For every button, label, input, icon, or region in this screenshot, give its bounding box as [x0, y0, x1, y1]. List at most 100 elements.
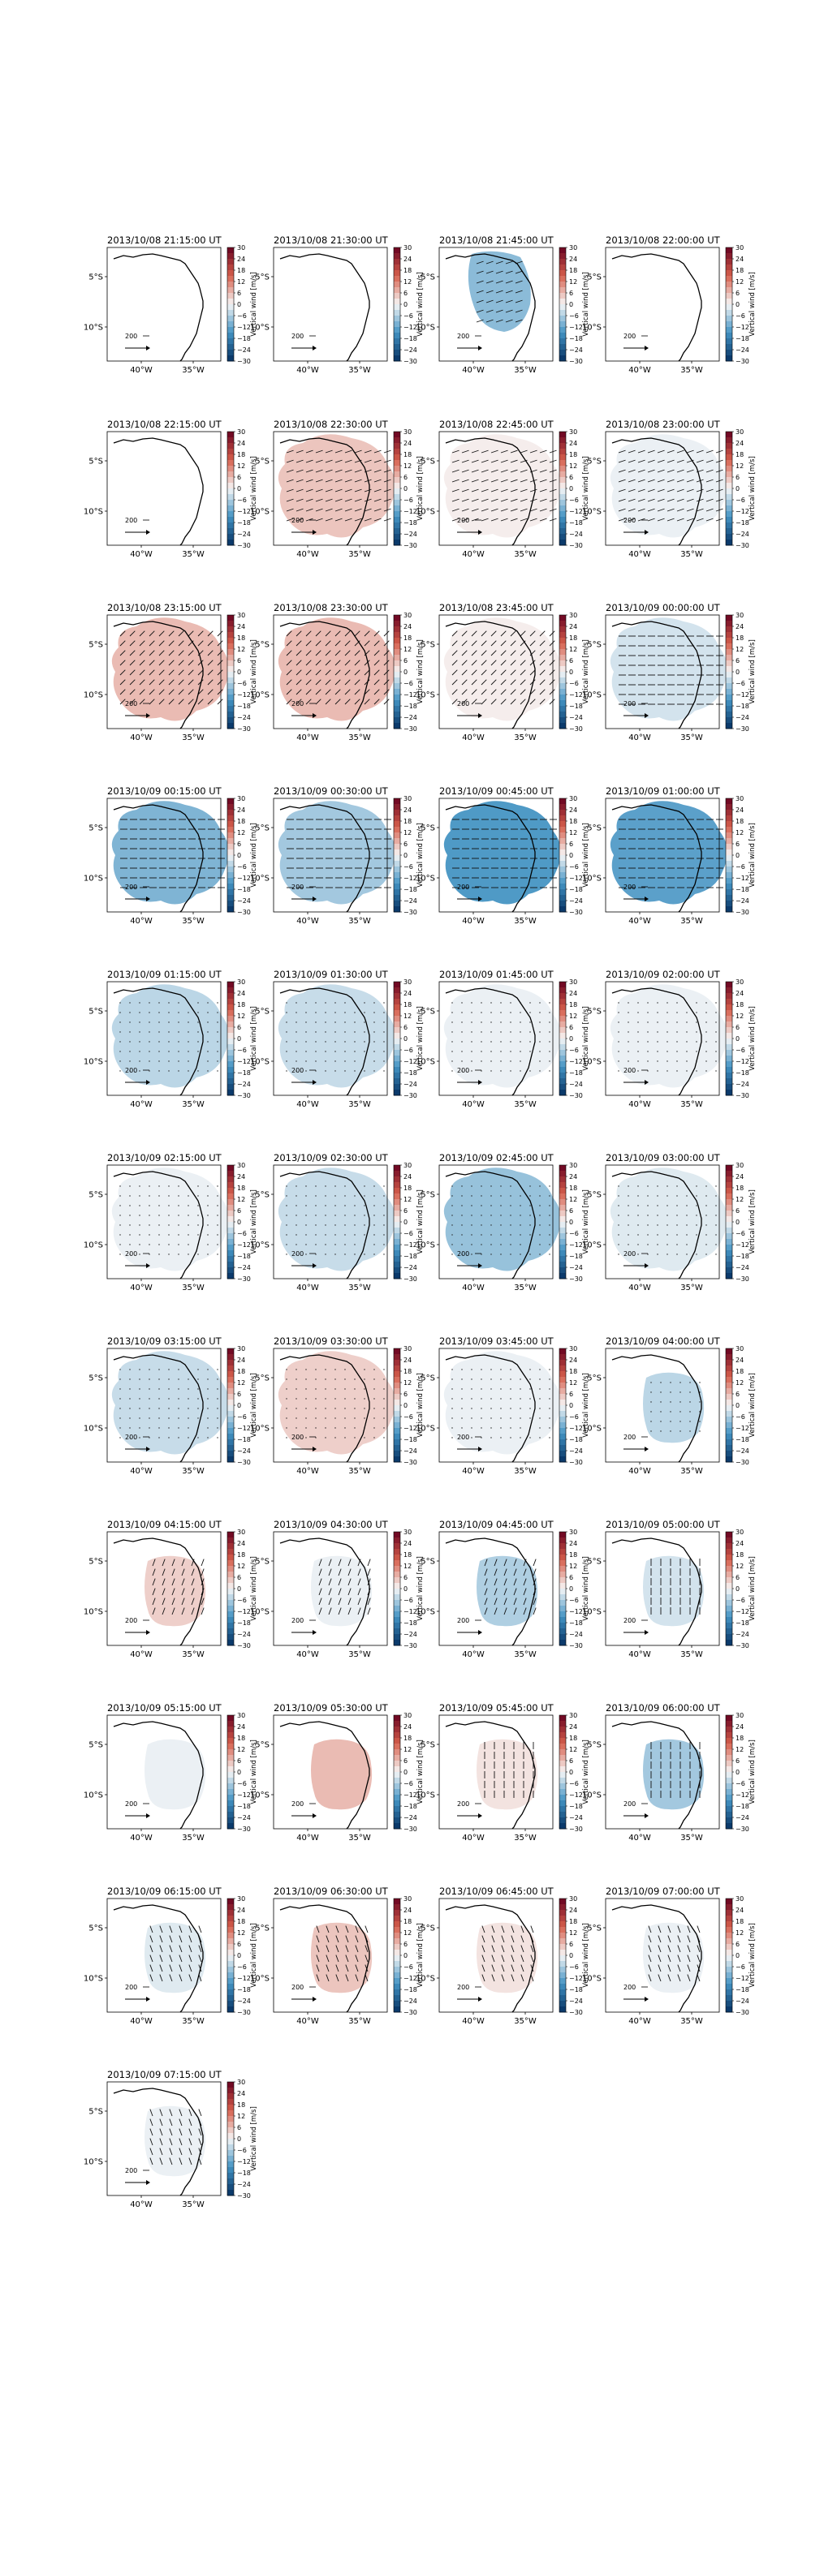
- wind-vector: [318, 1559, 322, 1567]
- y-tick-label: 10°S: [84, 1975, 103, 1984]
- wind-vector: [316, 1925, 320, 1933]
- colorbar-tick-label: 30: [403, 244, 412, 252]
- colorbar-segment: [559, 1021, 566, 1028]
- wind-vector: [316, 1935, 320, 1943]
- colorbar-tick-label: 30: [736, 244, 744, 252]
- colorbar-tick-label: 6: [736, 1941, 740, 1948]
- wind-vector: [325, 1388, 326, 1390]
- wind-vector: [529, 1031, 531, 1033]
- colorbar-tick-label: −6: [736, 1963, 745, 1971]
- wind-vector: [510, 689, 516, 695]
- wind-vector: [119, 660, 126, 666]
- colorbar-segment: [559, 1950, 566, 1956]
- colorbar-segment: [559, 500, 566, 506]
- colorbar-segment: [726, 1916, 732, 1922]
- x-tick-label: 35°W: [182, 733, 205, 742]
- plot-area: 5°S10°S40°W 35°W2003024181260−6−12−18−24−…: [250, 428, 425, 559]
- plot-area: 5°S10°S40°W 35°W2003024181260−6−12−18−24−…: [416, 1529, 590, 1659]
- wind-vector: [158, 1437, 160, 1439]
- wind-vector: [168, 1205, 170, 1206]
- wind-vector: [197, 669, 204, 676]
- wind-vector: [549, 1012, 550, 1013]
- map-svg: 5°S10°S40°W 35°W2003024181260−6−12−18−24−…: [416, 1345, 590, 1476]
- wind-vector: [334, 1388, 336, 1390]
- wind-vector: [689, 1430, 691, 1432]
- wind-vector: [618, 508, 626, 512]
- colorbar-label: Vertical wind [m/s]: [582, 1373, 590, 1438]
- colorbar-segment: [394, 1394, 400, 1400]
- wind-vector: [305, 1224, 307, 1226]
- colorbar-tick-label: −30: [403, 542, 417, 549]
- colorbar-tick-label: −6: [237, 863, 247, 871]
- wind-vector: [364, 1378, 365, 1380]
- wind-vector: [485, 309, 494, 313]
- map-panel: 2013/10/09 04:15:00 UT 5°S 10°S 40°W 35°W 200…: [84, 1516, 274, 1690]
- colorbar-segment: [726, 677, 732, 684]
- colorbar-segment: [394, 1732, 400, 1739]
- map-panel: 2013/10/09 03:30:00 UT 5°S 10°S 40°W 35°W 200…: [250, 1332, 440, 1507]
- colorbar-tick-label: 6: [403, 1757, 408, 1765]
- colorbar-tick-label: 12: [237, 1929, 245, 1937]
- wind-vector: [485, 299, 494, 303]
- colorbar-tick-label: −30: [237, 909, 251, 916]
- colorbar-segment: [227, 1033, 234, 1039]
- plot-area: 5°S10°S40°W 35°W2003024181260−6−12−18−24−…: [250, 244, 425, 375]
- colorbar-segment: [726, 1233, 732, 1240]
- colorbar-segment: [227, 327, 234, 333]
- wind-vector: [305, 1205, 307, 1206]
- colorbar-segment: [394, 1778, 400, 1784]
- colorbar-tick-label: 0: [569, 1219, 573, 1226]
- wind-vector: [520, 1964, 524, 1972]
- wind-vector: [471, 469, 479, 473]
- coastline: [611, 1904, 702, 2013]
- wind-field: [145, 2105, 206, 2177]
- wind-vector: [549, 1224, 550, 1226]
- y-tick-label: 10°S: [582, 508, 602, 517]
- wind-vector: [500, 1369, 502, 1370]
- wind-vector: [490, 640, 497, 647]
- wind-vector: [139, 1437, 140, 1439]
- colorbar-tick-label: −18: [403, 1069, 417, 1077]
- colorbar-segment: [394, 344, 400, 350]
- wind-vector: [686, 1244, 688, 1245]
- colorbar-segment: [227, 1439, 234, 1446]
- map-panel: 2013/10/08 23:45:00 UT 5°S 10°S 40°W 35°W 200…: [416, 599, 606, 773]
- panel-title: 2013/10/08 23:45:00 UT: [439, 602, 554, 613]
- colorbar-segment: [726, 483, 732, 489]
- colorbar-segment: [726, 1543, 732, 1550]
- colorbar-segment: [227, 2099, 234, 2105]
- colorbar-segment: [227, 1233, 234, 1240]
- wind-vector: [373, 1041, 375, 1043]
- colorbar-segment: [227, 1256, 234, 1262]
- colorbar-segment: [394, 632, 400, 639]
- wind-vector: [500, 699, 507, 705]
- colorbar-label: Vertical wind [m/s]: [250, 456, 258, 521]
- wind-vector: [197, 1002, 199, 1004]
- wind-vector: [549, 1437, 550, 1439]
- x-tick-label: 35°W: [514, 1467, 537, 1476]
- colorbar-segment: [726, 712, 732, 718]
- colorbar-segment: [726, 1744, 732, 1750]
- coastline: [113, 1537, 204, 1646]
- colorbar-tick-label: 18: [237, 1918, 245, 1925]
- scale-arrow-head: [146, 897, 150, 901]
- wind-field: [443, 801, 562, 905]
- wind-vector: [181, 1568, 185, 1576]
- colorbar-segment: [394, 1273, 400, 1279]
- wind-vector: [500, 1012, 502, 1013]
- map-panel: 2013/10/09 04:30:00 UT 5°S 10°S 40°W 35°W 200…: [250, 1516, 440, 1690]
- y-tick-label: 5°S: [587, 824, 602, 833]
- colorbar-tick-label: −30: [736, 1642, 749, 1649]
- colorbar-segment: [394, 449, 400, 455]
- colorbar-segment: [559, 1445, 566, 1451]
- wind-vector: [696, 518, 704, 522]
- panel-title: 2013/10/09 05:15:00 UT: [107, 1702, 222, 1714]
- wind-field: [145, 1555, 206, 1627]
- colorbar-segment: [726, 350, 732, 356]
- wind-vector: [373, 1427, 375, 1429]
- colorbar-tick-label: −18: [403, 1803, 417, 1810]
- colorbar-tick-label: −30: [569, 909, 583, 916]
- wind-vector: [549, 1041, 550, 1043]
- wind-vector: [481, 1925, 485, 1933]
- wind-vector: [529, 1012, 531, 1013]
